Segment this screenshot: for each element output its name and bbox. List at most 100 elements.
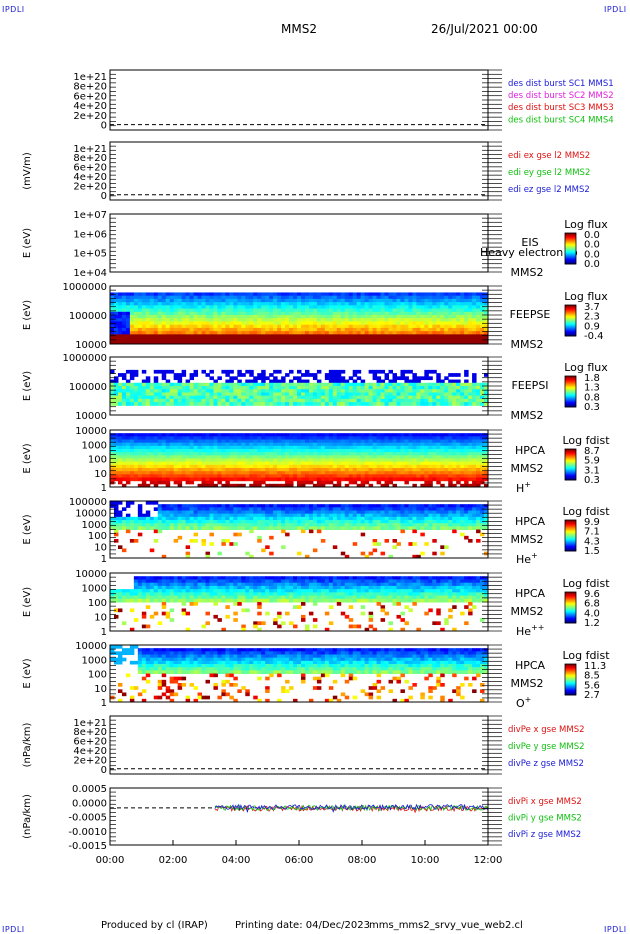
heatmap-cell (420, 449, 425, 453)
heatmap-cell (376, 513, 382, 518)
heatmap-cell (181, 302, 187, 306)
heatmap-cell (304, 386, 310, 390)
heatmap-cell (344, 321, 350, 326)
heatmap-cell (320, 382, 326, 387)
heatmap-cell (464, 305, 469, 310)
heatmap-cell (308, 442, 314, 447)
heatmap-cell (396, 461, 401, 466)
heatmap-cell (364, 436, 370, 440)
heatmap-cell (384, 455, 390, 459)
heatmap-cell (209, 445, 214, 450)
heatmap-cell (297, 471, 302, 475)
heatmap-cell (468, 474, 473, 478)
heatmap-cell (444, 436, 449, 440)
heatmap-cell (368, 321, 374, 326)
heatmap-cell (452, 302, 457, 306)
heatmap-cell (177, 379, 183, 384)
heatmap-cell (285, 318, 290, 322)
heatmap-cell (380, 523, 386, 527)
heatmap-cell (324, 449, 330, 453)
heatmap-cell (376, 382, 382, 387)
heatmap-cell (360, 311, 366, 316)
heatmap-cell (364, 433, 370, 437)
heatmap-cell (217, 340, 222, 345)
heatmap-cell (169, 392, 175, 397)
heatmap-cell (277, 340, 282, 345)
heatmap-cell (237, 520, 242, 524)
heatmap-cell (332, 292, 338, 297)
heatmap-cell (340, 392, 346, 397)
heatmap-cell (273, 449, 278, 453)
heatmap-cell (328, 458, 334, 463)
heatmap-cell (368, 504, 374, 508)
colorbar-segment (565, 453, 576, 455)
heatmap-cell (432, 477, 437, 482)
heatmap-cell (468, 458, 473, 463)
heatmap-cell (300, 471, 306, 475)
heatmap-cell (308, 529, 314, 534)
heatmap-cell (177, 302, 183, 306)
heatmap-cell (149, 458, 155, 463)
heatmap-cell (324, 445, 330, 450)
heatmap-cell (368, 516, 374, 521)
heatmap-cell (213, 379, 218, 384)
heatmap-cell (289, 324, 294, 329)
heatmap-cell (440, 445, 445, 450)
heatmap-cell (153, 477, 159, 482)
heatmap-cell (384, 295, 390, 300)
heatmap-cell (285, 461, 290, 466)
heatmap-cell (436, 298, 441, 303)
heatmap-cell (328, 455, 334, 459)
heatmap-cell (344, 516, 350, 521)
heatmap-cell (344, 295, 350, 300)
y-tick-label: 8e+20 (73, 153, 107, 164)
heatmap-cell (448, 392, 453, 397)
heatmap-cell (348, 295, 354, 300)
heatmap-cell (209, 520, 214, 524)
heatmap-cell (420, 308, 425, 313)
heatmap-cell (241, 324, 246, 329)
heatmap-cell (464, 474, 469, 478)
heatmap-cell (221, 458, 226, 463)
heatmap-cell (440, 298, 445, 303)
heatmap-cell (241, 295, 246, 300)
heatmap-cell (173, 337, 179, 342)
heatmap-cell (484, 461, 489, 466)
heatmap-cell (440, 442, 445, 447)
heatmap-cell (185, 504, 191, 508)
heatmap-cell (145, 526, 151, 530)
heatmap-cell (460, 477, 465, 482)
heatmap-cell (472, 402, 477, 406)
heatmap-cell (133, 449, 139, 453)
heatmap-cell (209, 331, 214, 335)
heatmap-cell (261, 292, 266, 297)
heatmap-cell (380, 386, 386, 390)
heatmap-cell (201, 455, 206, 459)
heatmap-cell (360, 483, 366, 488)
heatmap-cell (277, 474, 282, 478)
heatmap-cell (277, 321, 282, 326)
heatmap-cell (340, 340, 346, 345)
heatmap-cell (265, 398, 270, 403)
heatmap-cell (129, 305, 135, 310)
heatmap-cell (209, 392, 214, 397)
panel-frame (109, 213, 489, 273)
heatmap-cell (269, 455, 274, 459)
heatmap-cell (424, 392, 429, 397)
heatmap-cell (444, 449, 449, 453)
heatmap-cell (448, 461, 453, 466)
heatmap-cell (241, 516, 246, 521)
colorbar-segment (565, 468, 576, 471)
heatmap-cell (241, 468, 246, 472)
heatmap-cell (412, 305, 417, 310)
heatmap-cell (289, 389, 294, 393)
heatmap-cell (113, 392, 119, 397)
heatmap-cell (161, 327, 167, 332)
heatmap-cell (193, 295, 199, 300)
heatmap-cell (332, 311, 338, 316)
heatmap-cell (129, 327, 135, 332)
heatmap-cell (113, 449, 119, 453)
heatmap-cell (468, 311, 473, 316)
heatmap-cell (384, 402, 390, 406)
heatmap-cell (448, 395, 453, 400)
